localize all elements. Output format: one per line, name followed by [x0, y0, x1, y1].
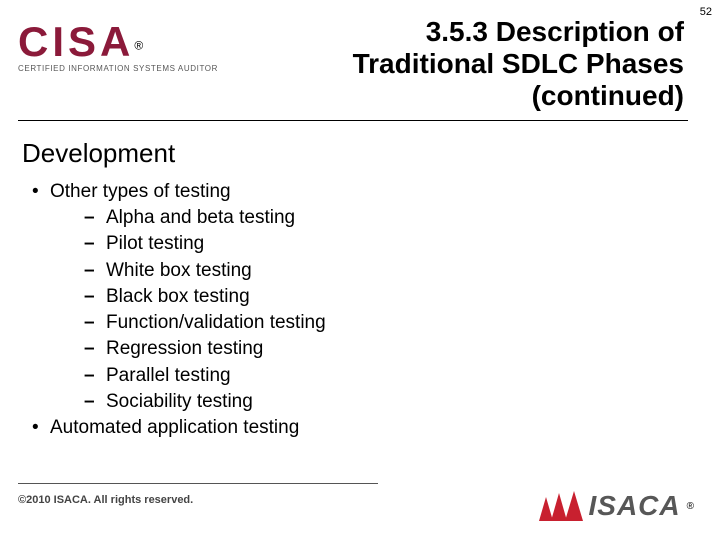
- registered-mark: ®: [134, 39, 143, 53]
- bullet-text: Automated application testing: [50, 417, 299, 438]
- section-heading: Development: [22, 138, 662, 169]
- isaca-logo: ISACA ®: [539, 490, 695, 522]
- horizontal-rule: [18, 120, 688, 121]
- sub-bullet-item: Alpha and beta testing: [84, 205, 662, 231]
- page-number: 52: [700, 6, 712, 18]
- sub-bullet-list: Alpha and beta testingPilot testingWhite…: [50, 205, 662, 415]
- cisa-logo-tagline: CERTIFIED INFORMATION SYSTEMS AUDITOR: [18, 64, 218, 73]
- sub-bullet-item: Regression testing: [84, 336, 662, 362]
- slide-title: 3.5.3 Description of Traditional SDLC Ph…: [254, 16, 684, 113]
- cisa-logo-text: CISA: [18, 18, 134, 65]
- sub-bullet-item: Function/validation testing: [84, 310, 662, 336]
- footer-rule: [18, 483, 378, 484]
- isaca-logo-icon: [539, 491, 583, 521]
- isaca-logo-text: ISACA: [589, 490, 681, 522]
- copyright-text: ©2010 ISACA. All rights reserved.: [18, 494, 193, 506]
- cisa-logo: CISA® CERTIFIED INFORMATION SYSTEMS AUDI…: [18, 18, 218, 73]
- sub-bullet-item: Pilot testing: [84, 231, 662, 257]
- sub-bullet-item: Sociability testing: [84, 389, 662, 415]
- isaca-registered-mark: ®: [687, 501, 694, 512]
- title-line-2: Traditional SDLC Phases: [254, 48, 684, 80]
- title-line-3: (continued): [254, 80, 684, 112]
- sub-bullet-item: White box testing: [84, 258, 662, 284]
- title-line-1: 3.5.3 Description of: [254, 16, 684, 48]
- sub-bullet-item: Parallel testing: [84, 363, 662, 389]
- bullet-item: Automated application testing: [32, 415, 662, 441]
- sub-bullet-item: Black box testing: [84, 284, 662, 310]
- bullet-list: Other types of testing Alpha and beta tes…: [22, 179, 662, 441]
- content-area: Development Other types of testing Alpha …: [22, 138, 662, 441]
- bullet-item: Other types of testing Alpha and beta tes…: [32, 179, 662, 415]
- slide: 52 CISA® CERTIFIED INFORMATION SYSTEMS A…: [0, 0, 720, 540]
- bullet-text: Other types of testing: [50, 181, 231, 202]
